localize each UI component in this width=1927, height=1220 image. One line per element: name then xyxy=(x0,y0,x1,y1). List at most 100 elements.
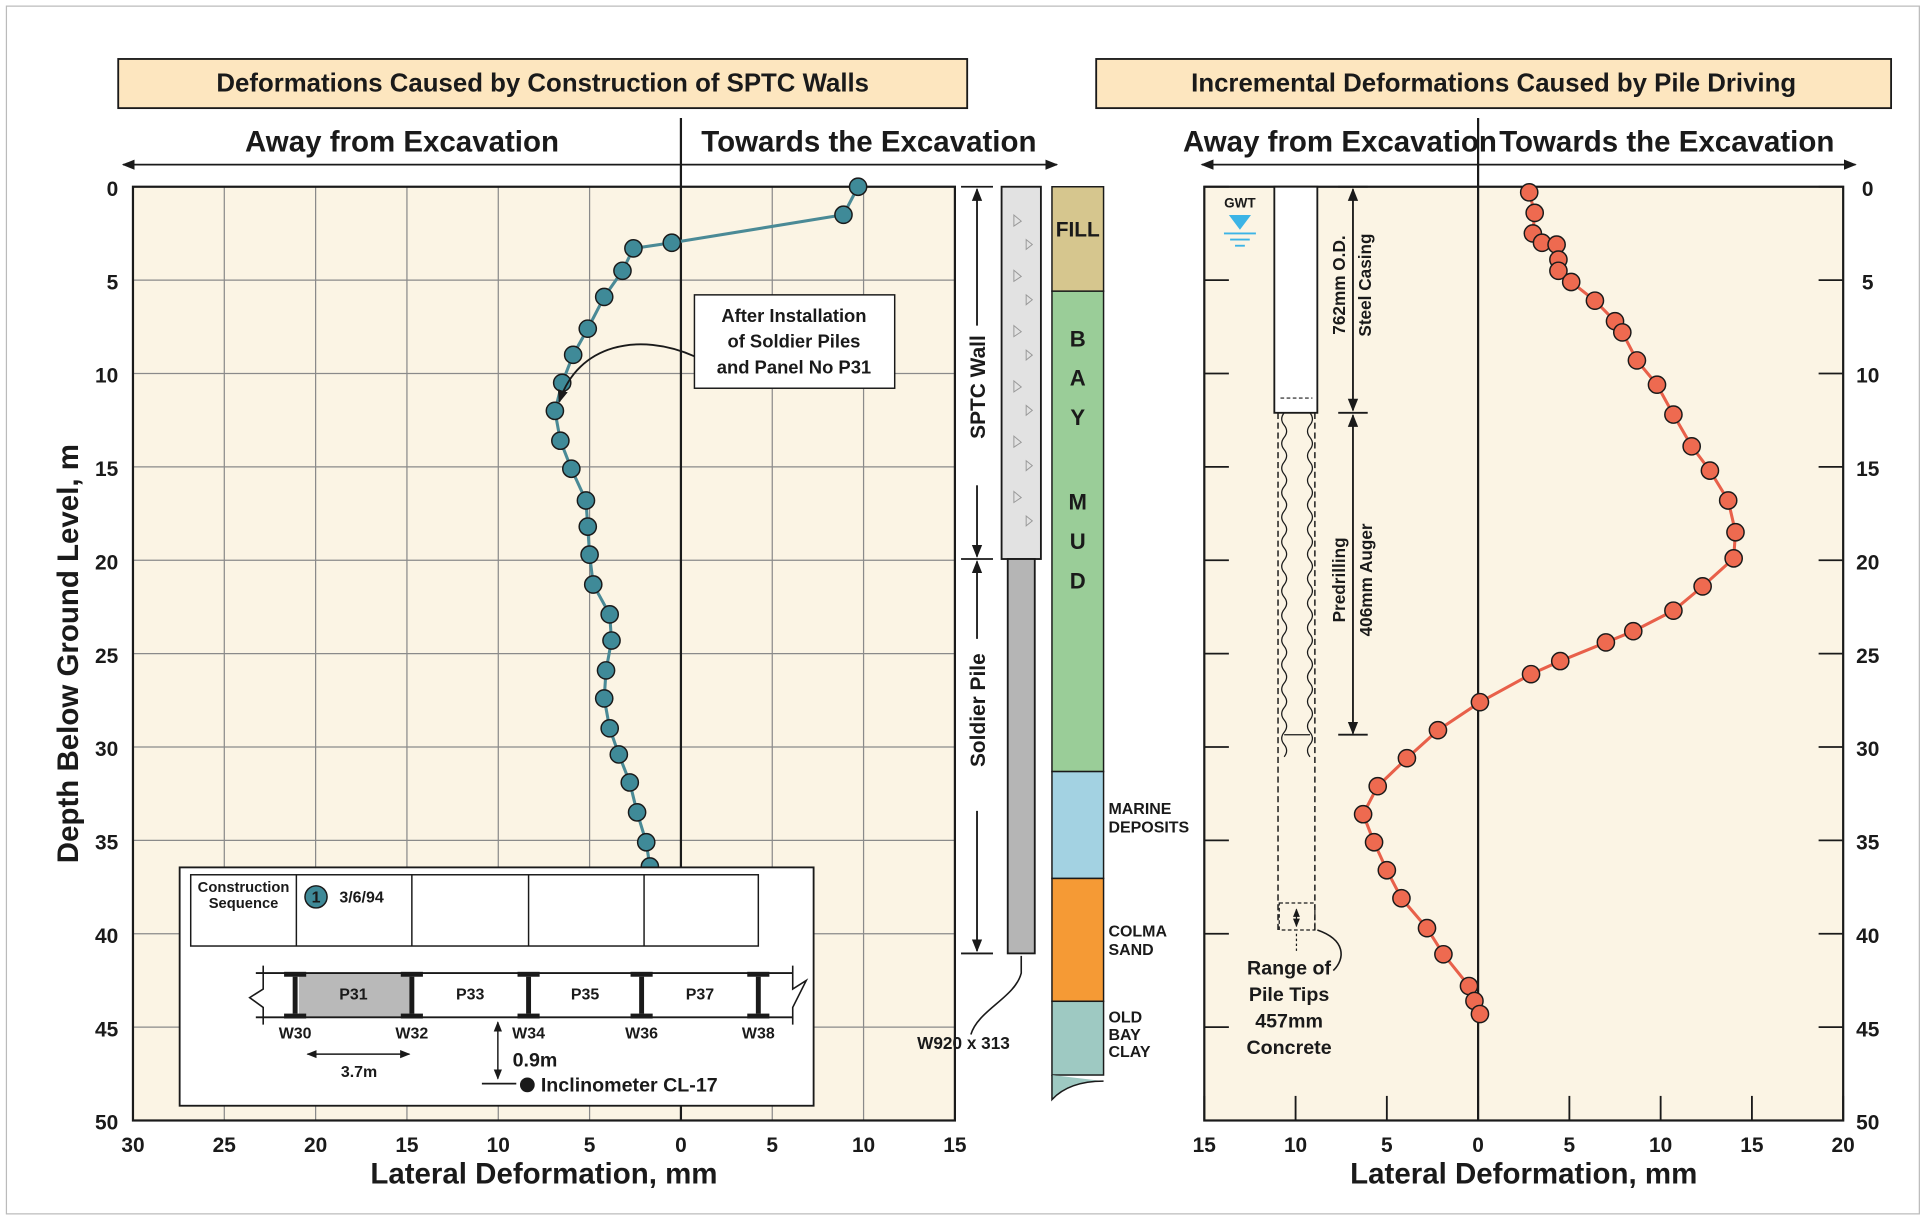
data-point xyxy=(552,432,569,449)
soil-label: FILL xyxy=(1056,218,1100,241)
h-pile-flange xyxy=(518,972,540,977)
data-point xyxy=(621,774,638,791)
y-tick-label: 25 xyxy=(95,645,119,668)
offset-label: 0.9m xyxy=(513,1050,558,1072)
y-tick-label: 15 xyxy=(1856,458,1880,481)
y-tick-label: 45 xyxy=(95,1018,119,1041)
y-tick-label: 35 xyxy=(95,832,119,855)
data-point xyxy=(565,346,582,363)
data-point xyxy=(1418,920,1435,937)
h-pile-web xyxy=(639,977,644,1014)
h-pile-flange xyxy=(284,972,306,977)
x-tick-label: 10 xyxy=(487,1134,510,1157)
figure: Deformations Caused by Construction of S… xyxy=(0,0,1927,1220)
data-point xyxy=(1521,184,1538,201)
y-tick-label: 0 xyxy=(107,178,119,201)
data-point xyxy=(614,262,631,279)
tip-label: Pile Tips xyxy=(1249,984,1329,1006)
data-point xyxy=(1725,550,1742,567)
x-tick-label: 20 xyxy=(1832,1134,1855,1157)
h-pile-flange xyxy=(401,1014,423,1019)
data-point xyxy=(1665,406,1682,423)
data-point xyxy=(1471,694,1488,711)
data-point xyxy=(601,720,618,737)
data-point xyxy=(1665,602,1682,619)
direction-label: Towards the Excavation xyxy=(1499,126,1834,159)
h-pile-web xyxy=(293,977,298,1014)
x-tick-label: 15 xyxy=(1193,1134,1217,1157)
data-point xyxy=(1526,204,1543,221)
data-point xyxy=(1694,578,1711,595)
sptc-wall xyxy=(1002,187,1041,559)
x-tick-label: 0 xyxy=(675,1134,687,1157)
auger-label: 406mm Auger xyxy=(1356,523,1376,636)
x-tick-label: 5 xyxy=(584,1134,596,1157)
data-point xyxy=(1614,324,1631,341)
wall-label: SPTC Wall xyxy=(967,335,990,439)
data-point xyxy=(1701,462,1718,479)
y-tick-label: 5 xyxy=(1862,271,1874,294)
data-point xyxy=(581,546,598,563)
page: {"chart_data": [ {"type": "line", "title… xyxy=(0,0,1927,1220)
data-point xyxy=(596,690,613,707)
x-tick-label: 30 xyxy=(121,1134,144,1157)
soldier-pile xyxy=(1008,559,1035,953)
direction-label: Away from Excavation xyxy=(245,126,559,159)
y-tick-label: 15 xyxy=(95,458,119,481)
data-point xyxy=(1471,1005,1488,1022)
sequence-label: Construction xyxy=(198,880,290,896)
section-label: W920 x 313 xyxy=(917,1033,1010,1053)
pile-id: W30 xyxy=(279,1026,312,1043)
h-pile-flange xyxy=(747,972,769,977)
x-tick-label: 15 xyxy=(395,1134,419,1157)
data-point xyxy=(1563,273,1580,290)
y-tick-label: 20 xyxy=(95,551,118,574)
soil-layer xyxy=(1052,878,1104,1001)
x-tick-label: 25 xyxy=(213,1134,237,1157)
inclinometer xyxy=(520,1077,535,1092)
data-point xyxy=(603,632,620,649)
annotation-text: After Installation xyxy=(721,305,866,326)
data-point xyxy=(579,518,596,535)
h-pile-flange xyxy=(401,972,423,977)
y-tick-label: 5 xyxy=(107,271,119,294)
x-tick-label: 5 xyxy=(766,1134,778,1157)
data-point xyxy=(1720,492,1737,509)
inclinometer-label: Inclinometer CL-17 xyxy=(541,1074,718,1096)
y-tick-label: 50 xyxy=(95,1112,118,1135)
panel-id: P31 xyxy=(339,986,368,1003)
data-point xyxy=(835,206,852,223)
soil-label: BAY xyxy=(1108,1027,1141,1044)
h-pile-web xyxy=(756,977,761,1014)
tip-label: 457mm xyxy=(1255,1010,1323,1032)
h-pile-web xyxy=(409,977,414,1014)
y-tick-label: 50 xyxy=(1856,1112,1879,1135)
data-point xyxy=(1355,806,1372,823)
y-tick-label: 35 xyxy=(1856,832,1880,855)
data-point xyxy=(663,234,680,251)
steel-casing xyxy=(1274,187,1317,413)
data-point xyxy=(610,746,627,763)
soil-label: SAND xyxy=(1108,942,1153,959)
y-tick-label: 30 xyxy=(1856,738,1879,761)
data-point xyxy=(1393,890,1410,907)
data-point xyxy=(1435,946,1452,963)
data-point xyxy=(1398,750,1415,767)
soil-label: CLAY xyxy=(1108,1044,1150,1061)
data-point xyxy=(849,178,866,195)
x-tick-label: 5 xyxy=(1381,1134,1393,1157)
pile-id: W34 xyxy=(512,1026,545,1043)
h-pile-flange xyxy=(631,1014,653,1019)
y-axis-label: Depth Below Ground Level, m xyxy=(52,444,85,863)
data-point xyxy=(1378,862,1395,879)
data-point xyxy=(1683,438,1700,455)
casing-label: Steel Casing xyxy=(1355,233,1375,336)
pile-id: W36 xyxy=(625,1026,658,1043)
data-point xyxy=(1552,652,1569,669)
auger-label: Predrilling xyxy=(1329,537,1349,622)
soil-label: COLMA xyxy=(1108,924,1167,941)
annotation-text: and Panel No P31 xyxy=(717,356,871,377)
direction-label: Away from Excavation xyxy=(1183,126,1497,159)
